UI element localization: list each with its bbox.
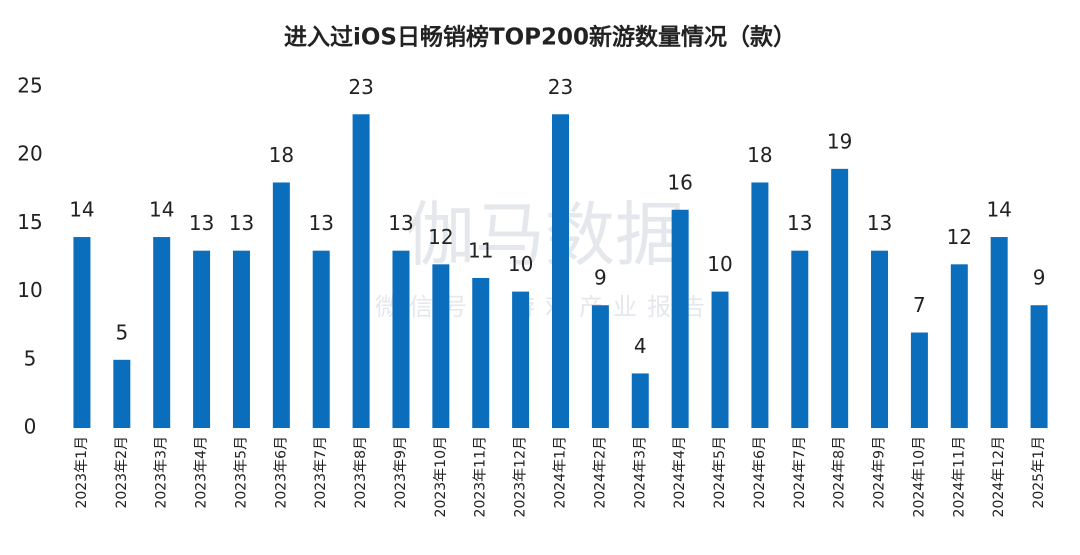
value-label: 10 [707,252,732,276]
bar [591,305,609,428]
x-tick-label: 2025年1月 [1031,436,1047,509]
y-tick-label: 5 [24,346,37,370]
x-tick-label: 2023年7月 [313,436,329,509]
value-label: 14 [69,198,94,222]
bar [232,250,250,428]
value-label: 9 [594,266,607,290]
x-tick-label: 2024年12月 [991,436,1007,517]
bar [73,237,91,428]
value-label: 13 [867,211,892,235]
value-label: 18 [269,143,294,167]
x-tick-label: 2024年7月 [792,436,808,509]
x-tick-label: 2024年10月 [911,436,927,517]
x-tick-label: 2024年5月 [712,436,728,509]
bar [910,332,928,428]
chart-title: 进入过iOS日畅销榜TOP200新游数量情况（款） [284,24,796,51]
x-tick-label: 2023年6月 [273,436,289,509]
value-label: 13 [229,211,254,235]
bar [751,182,769,428]
x-tick-label: 2024年11月 [951,436,967,517]
y-tick-label: 20 [17,142,42,166]
bar [352,114,370,428]
x-tick-label: 2024年6月 [752,436,768,509]
value-label: 13 [189,211,214,235]
x-tick-label: 2023年3月 [154,436,170,509]
value-label: 4 [634,334,647,358]
bar [153,237,171,428]
bar [871,250,889,428]
bar [432,264,450,428]
bar [831,168,849,428]
bar [631,373,649,428]
x-tick-label: 2023年10月 [433,436,449,517]
bar [711,291,729,428]
x-tick-label: 2024年9月 [872,436,888,509]
x-tick-label: 2023年12月 [513,436,529,517]
bar [552,114,569,428]
bar [950,264,968,428]
y-tick-label: 25 [17,74,42,98]
x-tick-label: 2023年4月 [194,436,210,509]
value-label: 18 [747,143,772,167]
value-label: 13 [787,211,812,235]
x-tick-label: 2023年2月 [114,436,130,509]
value-label: 13 [308,211,333,235]
bar [312,250,330,428]
bar [512,291,530,428]
value-label: 9 [1033,266,1046,290]
watermark: 伽马数据 [405,194,685,276]
value-label: 7 [913,293,926,317]
value-label: 5 [115,320,128,344]
bar [1030,305,1048,428]
value-label: 13 [388,211,413,235]
value-label: 10 [508,252,533,276]
bar [392,250,410,428]
x-tick-label: 2024年1月 [553,436,569,509]
value-label: 12 [428,225,453,249]
x-tick-label: 2023年11月 [473,436,489,517]
y-tick-label: 10 [17,278,42,302]
watermark-subtitle: 微信号：游戏产业报告 [375,293,715,321]
x-tick-label: 2024年8月 [832,436,848,509]
x-tick-label: 2023年5月 [233,436,249,509]
value-label: 19 [827,129,852,153]
y-tick-label: 0 [24,415,37,439]
x-tick-label: 2024年3月 [632,436,648,509]
value-label: 23 [348,75,373,99]
bar [671,209,689,428]
bar [791,250,809,428]
value-label: 12 [947,225,972,249]
x-tick-label: 2024年2月 [592,436,608,509]
bar [272,182,290,428]
value-label: 16 [667,170,692,194]
value-label: 23 [548,75,573,99]
x-tick-label: 2024年4月 [672,436,688,509]
bar [472,277,490,428]
bar [990,237,1008,428]
x-tick-label: 2023年8月 [353,436,369,509]
x-tick-label: 2023年1月 [74,436,90,509]
value-label: 14 [149,198,174,222]
x-tick-label: 2023年9月 [393,436,409,509]
bar [193,250,211,428]
bar [113,359,131,428]
value-label: 14 [986,198,1011,222]
value-label: 11 [468,238,493,262]
y-tick-label: 15 [17,210,42,234]
